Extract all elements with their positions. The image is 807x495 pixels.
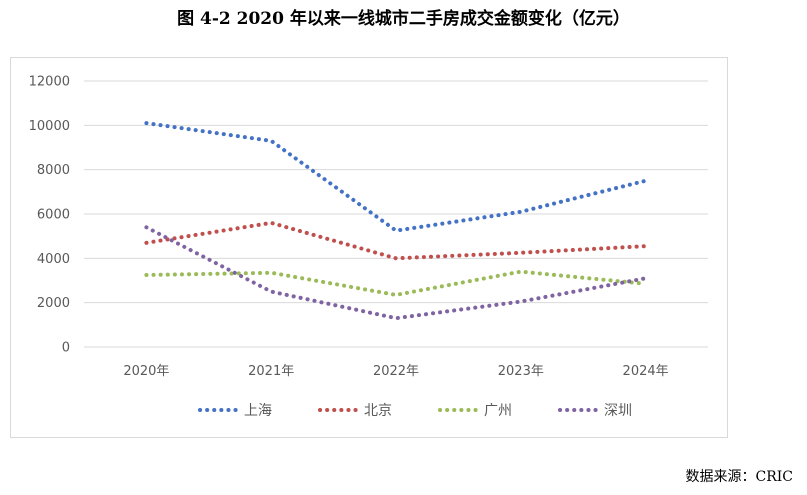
y-tick-label: 6000 [37, 208, 70, 223]
x-axis-ticks: 2020年 2021年 2022年 2023年 2024年 [123, 364, 668, 379]
y-axis-ticks: 0 2000 4000 6000 8000 10000 12000 [29, 75, 70, 356]
legend-label: 深圳 [604, 403, 632, 419]
series-line-1 [144, 220, 648, 261]
legend-label: 北京 [364, 403, 392, 419]
series-line-0 [144, 121, 648, 233]
x-tick-label: 2023年 [498, 364, 544, 379]
series-lines [144, 121, 648, 321]
y-tick-label: 0 [62, 341, 70, 356]
y-tick-label: 2000 [37, 296, 70, 311]
legend-label: 广州 [484, 403, 512, 419]
series-line-3 [144, 225, 648, 321]
figure-title: 图 4-2 2020 年以来一线城市二手房成交金额变化（亿元） [177, 9, 630, 29]
legend: 上海 北京 广州 深圳 [198, 403, 632, 419]
y-tick-label: 12000 [29, 75, 70, 90]
x-tick-label: 2021年 [248, 364, 294, 379]
y-tick-label: 10000 [29, 119, 70, 134]
x-tick-label: 2020年 [123, 364, 169, 379]
y-tick-label: 8000 [37, 163, 70, 178]
x-tick-label: 2022年 [373, 364, 419, 379]
y-tick-label: 4000 [37, 252, 70, 267]
gridlines [84, 80, 708, 348]
series-line-2 [144, 269, 648, 297]
x-tick-label: 2024年 [623, 364, 669, 379]
data-source: 数据来源：CRIC [685, 469, 794, 485]
legend-label: 上海 [244, 403, 272, 419]
